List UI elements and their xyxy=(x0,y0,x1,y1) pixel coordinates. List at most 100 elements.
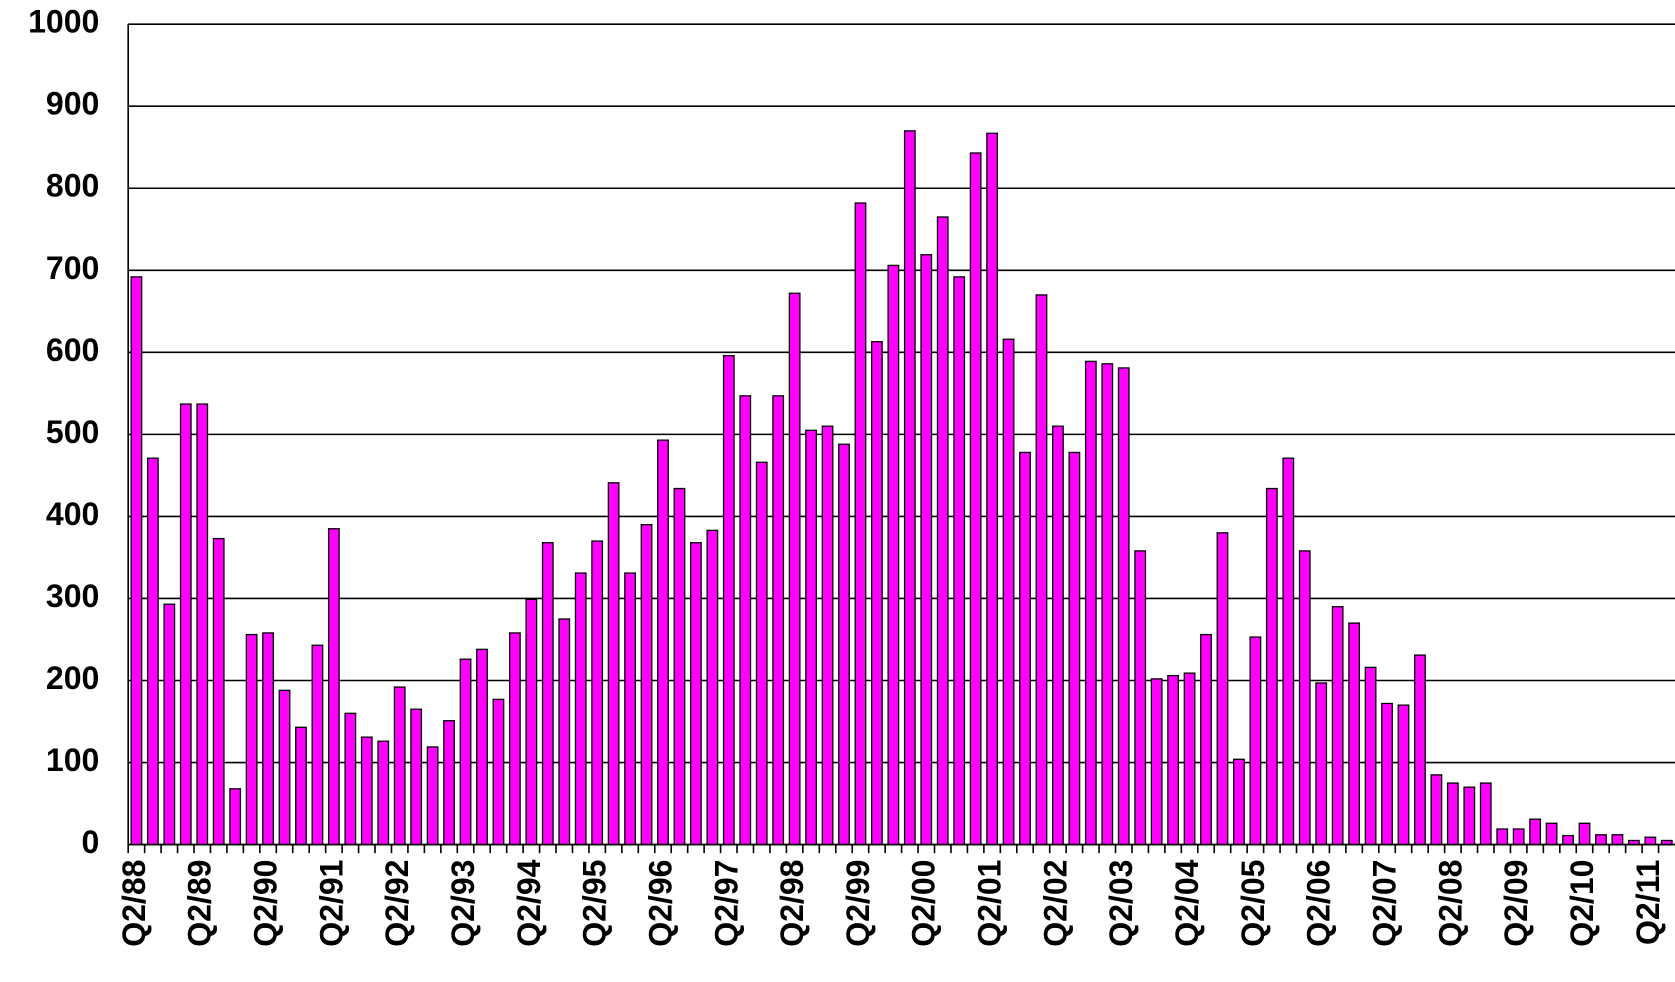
x-tick-label: Q2/01 xyxy=(972,860,1008,947)
bar xyxy=(1216,532,1229,846)
bar xyxy=(1265,487,1278,846)
y-tick-label: 700 xyxy=(46,250,99,286)
bar xyxy=(179,403,192,846)
y-tick-label: 100 xyxy=(46,742,99,778)
bar xyxy=(393,686,406,846)
bar xyxy=(1002,338,1015,846)
bar xyxy=(130,276,143,846)
bar xyxy=(344,712,357,846)
bar xyxy=(1397,704,1410,846)
x-tick-label: Q2/09 xyxy=(1498,860,1534,947)
bar xyxy=(871,341,883,846)
bar xyxy=(1512,828,1525,846)
bar xyxy=(1282,457,1295,846)
x-tick-label: Q2/05 xyxy=(1235,860,1271,947)
bar xyxy=(607,482,620,846)
x-tick-label: Q2/99 xyxy=(840,860,876,947)
bar xyxy=(903,130,916,846)
bar xyxy=(1068,451,1081,846)
bar xyxy=(558,618,571,846)
bar xyxy=(1052,425,1064,846)
bar xyxy=(1315,682,1328,846)
bar xyxy=(1562,834,1574,846)
bar xyxy=(788,292,801,846)
bar xyxy=(1479,782,1492,846)
x-tick-label: Q2/10 xyxy=(1564,860,1600,947)
bar xyxy=(476,648,488,846)
x-tick-label: Q2/11 xyxy=(1630,860,1666,946)
bar xyxy=(969,152,982,846)
bar xyxy=(410,708,423,846)
bar xyxy=(887,264,900,846)
y-tick-label: 400 xyxy=(46,496,99,532)
x-tick-label: Q2/89 xyxy=(182,860,218,947)
bar xyxy=(508,632,521,846)
bar xyxy=(278,689,291,846)
bar xyxy=(689,542,702,846)
bar xyxy=(1611,834,1624,846)
bar xyxy=(1233,758,1245,846)
bar xyxy=(657,439,669,846)
bar xyxy=(640,523,653,846)
bar xyxy=(459,658,472,846)
y-tick-label: 800 xyxy=(46,168,99,204)
bar xyxy=(624,572,636,846)
bar xyxy=(196,403,209,846)
bar xyxy=(1084,360,1097,846)
y-tick-label: 200 xyxy=(46,660,99,696)
x-tick-label: Q2/00 xyxy=(906,860,942,947)
y-tick-label: 900 xyxy=(46,86,99,122)
bar xyxy=(953,276,966,846)
y-tick-label: 0 xyxy=(82,824,100,860)
bar xyxy=(245,633,258,846)
bar xyxy=(1183,672,1196,846)
x-tick-label: Q2/97 xyxy=(708,860,744,947)
y-tick-label: 300 xyxy=(46,578,99,614)
x-tick-label: Q2/07 xyxy=(1366,860,1402,947)
x-tick-label: Q2/93 xyxy=(445,860,481,947)
bar xyxy=(722,354,735,846)
bar xyxy=(739,395,752,846)
bar xyxy=(295,726,307,846)
bar xyxy=(1101,363,1114,846)
bar xyxy=(1331,606,1344,846)
x-tick-label: Q2/08 xyxy=(1432,860,1468,947)
y-tick-label: 1000 xyxy=(28,4,99,40)
x-tick-label: Q2/06 xyxy=(1301,860,1337,947)
bar xyxy=(311,644,324,846)
bar xyxy=(1200,633,1212,846)
bar xyxy=(1298,550,1311,846)
bar xyxy=(541,542,554,846)
bar xyxy=(706,529,719,846)
x-tick-label: Q2/96 xyxy=(642,860,678,947)
x-tick-label: Q2/94 xyxy=(511,859,547,946)
bar xyxy=(146,457,159,846)
bar xyxy=(327,528,340,846)
bar xyxy=(525,598,538,846)
bar xyxy=(936,216,949,846)
bar xyxy=(1150,678,1163,846)
bar xyxy=(426,746,439,846)
bar xyxy=(443,720,455,846)
x-tick-label: Q2/90 xyxy=(248,860,284,947)
bar xyxy=(1167,674,1180,846)
bar xyxy=(1381,702,1393,846)
bar xyxy=(1446,782,1459,846)
x-tick-label: Q2/98 xyxy=(774,860,810,947)
x-tick-label: Q2/04 xyxy=(1169,859,1205,946)
bar xyxy=(1364,666,1377,846)
bar xyxy=(492,698,505,846)
bar xyxy=(1529,818,1542,846)
bar xyxy=(163,603,176,846)
bar xyxy=(1249,636,1262,846)
bar xyxy=(755,461,768,846)
bar xyxy=(1430,774,1443,846)
bar xyxy=(574,572,587,846)
bar xyxy=(591,540,604,846)
bar xyxy=(1348,622,1361,846)
bar xyxy=(360,736,373,846)
bar xyxy=(673,487,686,846)
x-tick-label: Q2/88 xyxy=(116,860,152,947)
bar xyxy=(212,537,225,846)
